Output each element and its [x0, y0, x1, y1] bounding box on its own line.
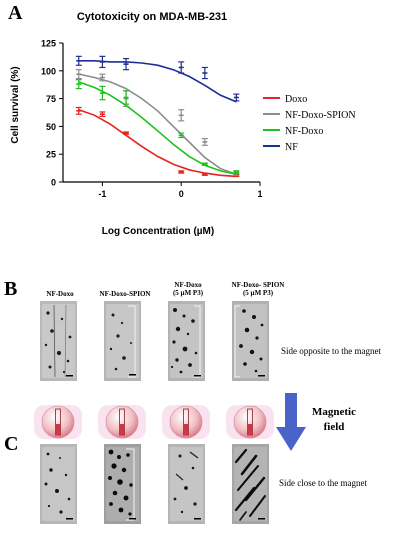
panel-letter-a: A [8, 2, 23, 24]
micrograph-label-nf-doxo-spion-p3: NF-Doxo- SPION (5 µM P3) [218, 281, 298, 297]
micrograph-label-line: NF-Doxo [46, 290, 74, 298]
magnetic-field-arrow-icon [276, 393, 306, 451]
micrograph-label-line: (5 µM P3) [242, 289, 274, 297]
micrograph-bottom-1 [40, 444, 77, 524]
legend-label: NF-Doxo [285, 126, 323, 137]
y-tick-label: 125 [41, 39, 56, 49]
fit-curve-nf-doxo [78, 81, 237, 175]
side-opposite-label: Side opposite to the magnet [281, 346, 381, 356]
micrograph-label-nf-doxo-p3: NF-Doxo (5 µM P3) [158, 281, 218, 297]
micrograph-image [40, 444, 77, 524]
plot-area: 0 25 50 75 100 125 -1 0 1 [41, 39, 263, 200]
micrograph-top-2 [104, 301, 141, 381]
micrograph-image [232, 301, 269, 381]
micrograph-label-line: NF-Doxo-SPION [99, 290, 151, 298]
micrograph-image [104, 301, 141, 381]
y-tick-label: 100 [41, 66, 56, 76]
micrograph-image [168, 301, 205, 381]
micrograph-image [40, 301, 77, 381]
chart-x-axis-label: Log Concentration (µM) [102, 226, 214, 237]
legend-label: NF-Doxo-SPION [285, 110, 356, 121]
fit-curve-doxo [78, 108, 237, 178]
magnetic-field-label-line: field [323, 421, 345, 433]
micrograph-top-1 [40, 301, 77, 381]
side-close-label: Side close to the magnet [279, 478, 367, 488]
y-tick-label: 25 [46, 150, 56, 160]
micrograph-bottom-4 [232, 444, 269, 524]
fit-curve-nf [78, 59, 237, 103]
micrograph-bottom-3 [168, 444, 205, 524]
magnet-disc-4 [233, 405, 267, 439]
chart-title: Cytotoxicity on MDA-MB-231 [77, 11, 227, 23]
micrograph-bottom-2 [104, 444, 141, 524]
magnetic-field-label: Magnetic field [312, 405, 356, 435]
magnet-disc-3 [169, 405, 203, 439]
y-tick-label: 0 [51, 178, 56, 188]
legend-label: NF [285, 142, 298, 153]
magnet-disc-2 [105, 405, 139, 439]
panel-letter-b: B [4, 278, 18, 300]
x-tick-label: 0 [179, 189, 184, 199]
y-tick-label: 75 [46, 94, 56, 104]
micrograph-image [168, 444, 205, 524]
chart-legend: Doxo NF-Doxo-SPION NF-Doxo NF [263, 94, 356, 153]
magnetic-field-label-line: Magnetic [312, 406, 356, 418]
legend-label: Doxo [285, 94, 307, 105]
x-tick-label: 1 [257, 189, 262, 199]
micrograph-top-3 [168, 301, 205, 381]
micrograph-top-4 [232, 301, 269, 381]
micrograph-image [232, 444, 269, 524]
micrograph-image [104, 444, 141, 524]
panel-letter-c: C [4, 433, 19, 455]
micrograph-label-nf-doxo: NF-Doxo [30, 290, 90, 298]
y-tick-label: 50 [46, 122, 56, 132]
micrograph-label-nf-doxo-spion: NF-Doxo-SPION [90, 290, 160, 298]
micrograph-label-line: NF-Doxo [174, 281, 202, 289]
x-tick-label: -1 [98, 189, 106, 199]
disc-row [41, 405, 267, 439]
magnet-disc-1 [41, 405, 75, 439]
micrograph-label-line: NF-Doxo- SPION [231, 281, 285, 289]
chart-y-axis-label: Cell survival (%) [10, 66, 21, 143]
cytotoxicity-chart: Cytotoxicity on MDA-MB-231 Cell survival… [10, 11, 356, 237]
micrograph-label-line: (5 µM P3) [172, 289, 204, 297]
